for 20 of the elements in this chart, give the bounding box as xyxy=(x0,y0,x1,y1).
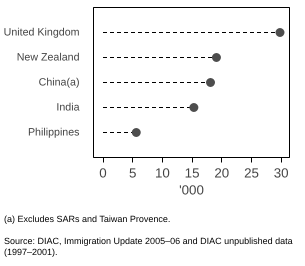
point xyxy=(189,103,198,112)
x-tick-label: 10 xyxy=(154,166,170,180)
x-tick-label: 20 xyxy=(214,166,230,180)
x-tick-label: 30 xyxy=(274,166,289,180)
point xyxy=(132,128,141,137)
source-note: Source: DIAC, Immigration Update 2005–06 and DIAC unpublished data (1997–2001). xyxy=(4,236,294,258)
x-tick-label: 25 xyxy=(244,166,259,180)
x-axis-title: '000 xyxy=(179,182,204,198)
x-tick-label: 5 xyxy=(128,166,136,180)
y-tick-label: India xyxy=(56,102,80,114)
point xyxy=(212,53,221,62)
text: (a) Excludes SARs and Taiwan Provence. xyxy=(4,214,170,225)
point xyxy=(206,78,216,87)
y-tick-label: China(a) xyxy=(38,76,80,88)
x-tick-label: 15 xyxy=(184,166,200,180)
y-tick-label: United Kingdom xyxy=(4,26,80,38)
y-tick-label: New Zealand xyxy=(16,52,80,64)
x-tick-label: 0 xyxy=(99,166,107,180)
y-tick-label: Philippines xyxy=(28,126,80,138)
point xyxy=(275,28,284,37)
